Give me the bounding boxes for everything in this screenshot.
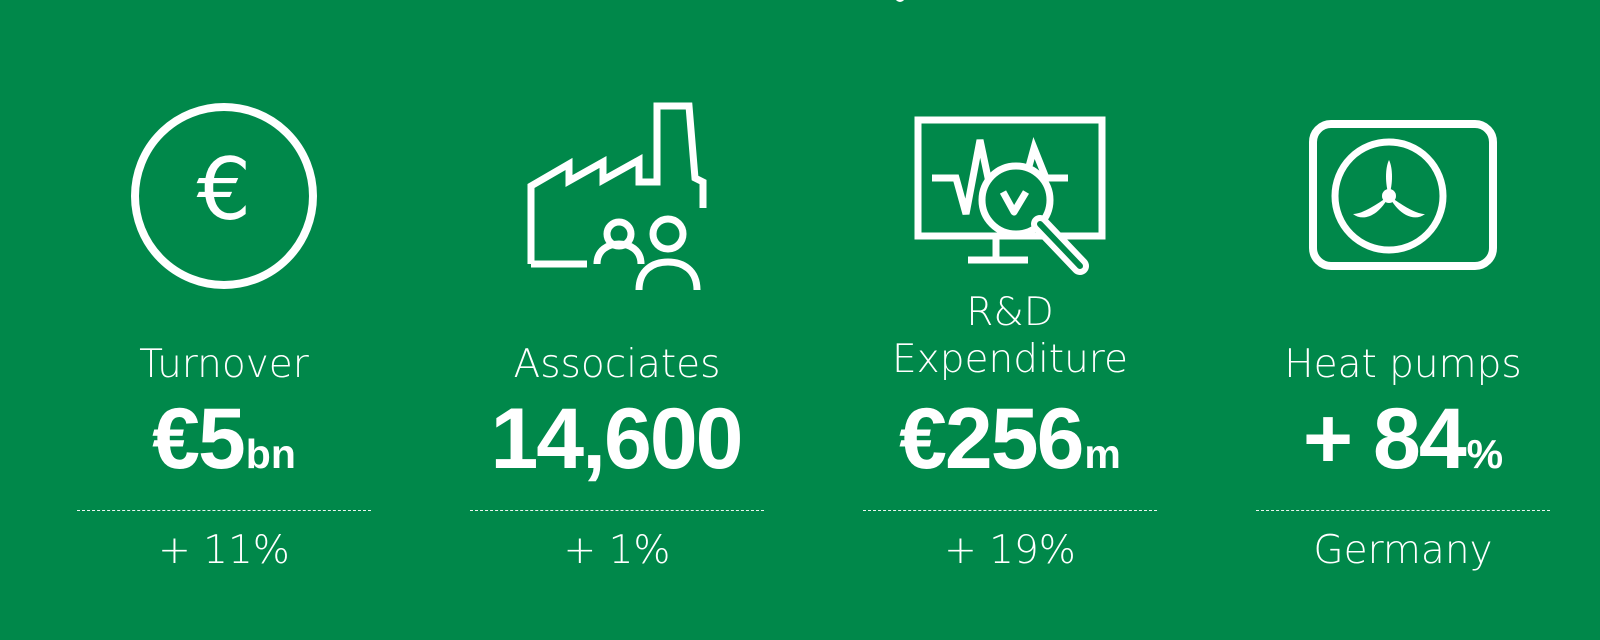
heat-pumps-value: + 84%: [1233, 396, 1573, 482]
associates-value: 14,600: [447, 396, 787, 482]
associates-number: 14,600: [490, 391, 743, 487]
rnd-expenditure-unit: m: [1084, 431, 1121, 477]
associates-label: Associates: [513, 342, 721, 387]
turnover-card: € Turnover €5bn + 11%: [54, 0, 394, 640]
monitor-magnifier-icon: [910, 96, 1110, 296]
heat-pumps-change: Germany: [1313, 528, 1493, 573]
heat-pumps-number: + 84: [1302, 391, 1467, 487]
heat-pumps-unit: %: [1466, 431, 1504, 477]
associates-divider: [470, 510, 764, 511]
top-edge-mark: [895, 0, 905, 2]
rnd-expenditure-card: R&D Expenditure €256m + 19%: [840, 0, 1180, 640]
turnover-unit: bn: [245, 431, 296, 477]
rnd-expenditure-number: €256: [899, 391, 1084, 487]
turnover-change: + 11%: [158, 528, 290, 573]
rnd-expenditure-label: R&D Expenditure: [840, 290, 1180, 384]
heat-pumps-divider: [1256, 510, 1550, 511]
svg-text:€: €: [197, 140, 252, 240]
rnd-expenditure-divider: [863, 510, 1157, 511]
rnd-label-line1: R&D: [966, 290, 1054, 335]
rnd-expenditure-value: €256m: [840, 396, 1180, 482]
rnd-expenditure-change: + 19%: [944, 528, 1076, 573]
euro-coin-icon: €: [124, 96, 324, 296]
turnover-label: Turnover: [139, 342, 309, 387]
factory-people-icon: [517, 96, 717, 296]
rnd-label-line2: Expenditure: [892, 336, 1128, 382]
turnover-value: €5bn: [54, 396, 394, 482]
heat-pump-icon: [1303, 96, 1503, 296]
turnover-number: €5: [152, 391, 246, 487]
turnover-divider: [77, 510, 371, 511]
heat-pumps-label: Heat pumps: [1284, 342, 1522, 387]
associates-change: + 1%: [563, 528, 671, 573]
associates-card: Associates 14,600 + 1%: [447, 0, 787, 640]
heat-pumps-card: Heat pumps + 84% Germany: [1233, 0, 1573, 640]
